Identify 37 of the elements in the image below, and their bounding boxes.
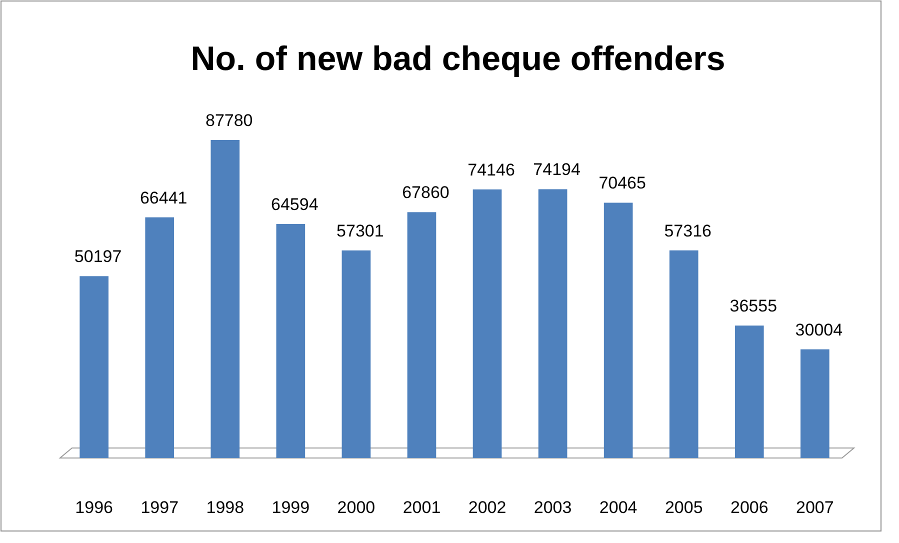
bar — [342, 250, 371, 458]
x-tick-label: 2002 — [468, 498, 506, 518]
data-label: 57316 — [664, 221, 712, 240]
data-label: 36555 — [730, 296, 778, 316]
data-label: 70465 — [598, 174, 646, 193]
data-label: 66441 — [140, 188, 188, 208]
bar — [407, 212, 436, 458]
data-label: 74146 — [468, 160, 515, 180]
bar — [145, 217, 174, 458]
x-tick-label: 2007 — [796, 498, 834, 518]
bar — [538, 189, 568, 458]
x-tick-label: 2004 — [599, 498, 638, 518]
x-tick-label: 1998 — [206, 498, 244, 518]
bar — [80, 276, 108, 458]
bar — [604, 202, 633, 458]
x-tick-label: 2001 — [402, 498, 441, 518]
data-label: 67860 — [402, 183, 450, 202]
bar — [800, 349, 830, 458]
x-tick-label: 1999 — [272, 498, 310, 518]
x-tick-label: 2000 — [337, 498, 376, 518]
data-label: 64594 — [271, 194, 318, 214]
x-tick-label: 1996 — [75, 498, 113, 518]
data-label: 74194 — [533, 160, 580, 180]
bar — [276, 224, 306, 458]
x-tick-label: 1997 — [140, 498, 179, 518]
bar — [472, 189, 502, 458]
x-tick-label: 2005 — [664, 498, 703, 518]
data-label: 30004 — [795, 320, 843, 340]
x-tick-label: 2006 — [730, 498, 768, 518]
chart-title: No. of new bad cheque offenders — [190, 40, 726, 78]
data-label: 57301 — [336, 221, 384, 240]
x-tick-label: 2003 — [534, 498, 572, 518]
bar — [210, 140, 240, 458]
data-label: 87780 — [206, 111, 253, 130]
bar — [734, 326, 764, 458]
bar — [669, 250, 698, 458]
data-label: 50197 — [74, 247, 122, 266]
